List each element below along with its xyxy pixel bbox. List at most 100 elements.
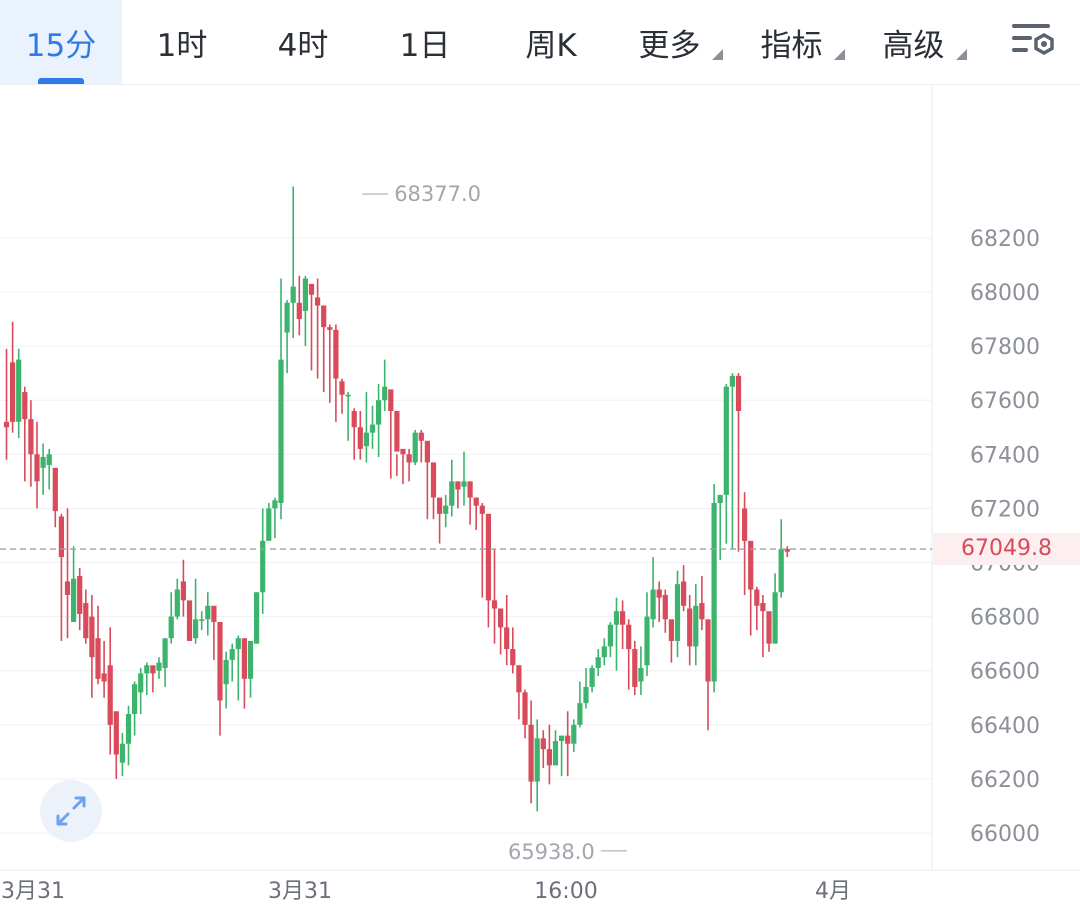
candle-body: [95, 638, 101, 679]
candle-body: [559, 735, 565, 742]
candle-body: [77, 576, 83, 614]
tab-label: 1日: [399, 27, 451, 64]
candle-body: [400, 448, 406, 455]
candle-body: [333, 329, 339, 379]
candle-body: [22, 392, 28, 420]
y-tick-label: 66800: [970, 606, 1040, 631]
dropdown-triangle-icon: [712, 49, 723, 60]
candle-body: [595, 657, 601, 668]
tab-1day[interactable]: 1日: [364, 0, 486, 84]
tab-advanced[interactable]: 高级: [856, 0, 971, 84]
candle-body: [119, 743, 125, 763]
expand-chart-button[interactable]: [40, 780, 102, 842]
candle-body: [577, 703, 583, 725]
candle-body: [522, 692, 528, 725]
candle-body: [516, 665, 522, 693]
candle-body: [58, 516, 64, 558]
candle-body: [113, 711, 119, 755]
tab-1hour[interactable]: 1时: [122, 0, 242, 84]
candle-body: [766, 611, 772, 644]
candle-body: [552, 741, 559, 766]
candle-body: [406, 454, 412, 463]
candle-body: [40, 457, 46, 468]
tab-indicators[interactable]: 指标: [734, 0, 849, 84]
candle-body: [485, 513, 491, 601]
candle-body: [510, 649, 516, 666]
candle-body: [34, 454, 40, 482]
candle-body: [748, 540, 754, 590]
candle-body: [699, 603, 705, 620]
candle-body: [760, 603, 766, 612]
tab-more[interactable]: 更多: [612, 0, 727, 84]
tab-15min[interactable]: 15分: [0, 0, 122, 84]
y-tick-label: 68000: [970, 281, 1040, 306]
candle-body: [125, 713, 132, 744]
candle-body: [498, 608, 504, 628]
active-tab-indicator: [38, 78, 84, 84]
candle-body: [363, 432, 369, 447]
candle-body: [180, 581, 186, 601]
tab-label: 高级: [882, 27, 945, 64]
y-tick-label: 66000: [970, 822, 1040, 847]
candle-body: [168, 616, 174, 639]
candle-body: [217, 622, 223, 701]
candle-body: [534, 738, 540, 782]
candles: [3, 186, 790, 812]
tab-week[interactable]: 周K: [490, 0, 612, 84]
x-tick-label: 3月31: [1, 879, 65, 904]
timeframe-toolbar: 15分 1时 4时 1日 周K 更多 指标 高级: [0, 0, 1080, 85]
candle-body: [504, 627, 510, 650]
chart-settings-icon[interactable]: [1010, 20, 1056, 62]
candle-body: [668, 619, 674, 641]
candle-body: [144, 665, 150, 674]
x-tick-label: 3月31: [268, 879, 332, 904]
candle-body: [3, 421, 10, 428]
candle-body: [412, 432, 418, 463]
candle-body: [467, 481, 473, 498]
candle-body: [101, 673, 107, 682]
candle-body: [632, 649, 638, 687]
candle-body: [784, 548, 790, 552]
candle-body: [638, 667, 644, 682]
candlestick-chart[interactable]: 6600066200664006660066800670006720067400…: [0, 84, 1080, 907]
candle-body: [327, 327, 333, 330]
candle-body: [644, 616, 650, 666]
candle-body: [260, 540, 266, 593]
candle-body: [254, 592, 260, 644]
candle-body: [394, 411, 400, 452]
candle-body: [308, 283, 315, 295]
candle-body: [211, 605, 217, 623]
candle-body: [150, 665, 156, 674]
candle-body: [607, 624, 613, 647]
candle-body: [778, 548, 784, 593]
candle-body: [705, 619, 711, 682]
candle-body: [382, 386, 388, 401]
candle-body: [717, 494, 723, 503]
tab-label: 4时: [277, 27, 329, 64]
candle-body: [321, 305, 327, 328]
candle-body: [729, 375, 735, 387]
low-marker-label: 65938.0: [508, 840, 595, 864]
candle-body: [613, 611, 620, 625]
y-tick-label: 68200: [970, 227, 1040, 252]
candle-body: [272, 500, 278, 509]
candle-body: [357, 427, 363, 449]
candle-body: [418, 432, 424, 441]
candle-body: [662, 594, 668, 620]
candle-body: [302, 278, 308, 311]
high-marker-label: 68377.0: [394, 182, 481, 206]
candle-body: [315, 297, 321, 306]
expand-diagonal-icon: [56, 796, 86, 826]
tab-4hour[interactable]: 4时: [242, 0, 364, 84]
candle-body: [754, 589, 760, 606]
candle-body: [16, 359, 22, 422]
candle-body: [284, 302, 290, 333]
candle-body: [28, 419, 34, 455]
candle-body: [138, 673, 144, 693]
candle-body: [473, 497, 479, 506]
y-tick-label: 67200: [970, 497, 1040, 522]
candle-body: [205, 605, 211, 620]
candle-body: [46, 454, 52, 466]
candle-body: [583, 686, 589, 704]
candle-body: [52, 467, 58, 512]
